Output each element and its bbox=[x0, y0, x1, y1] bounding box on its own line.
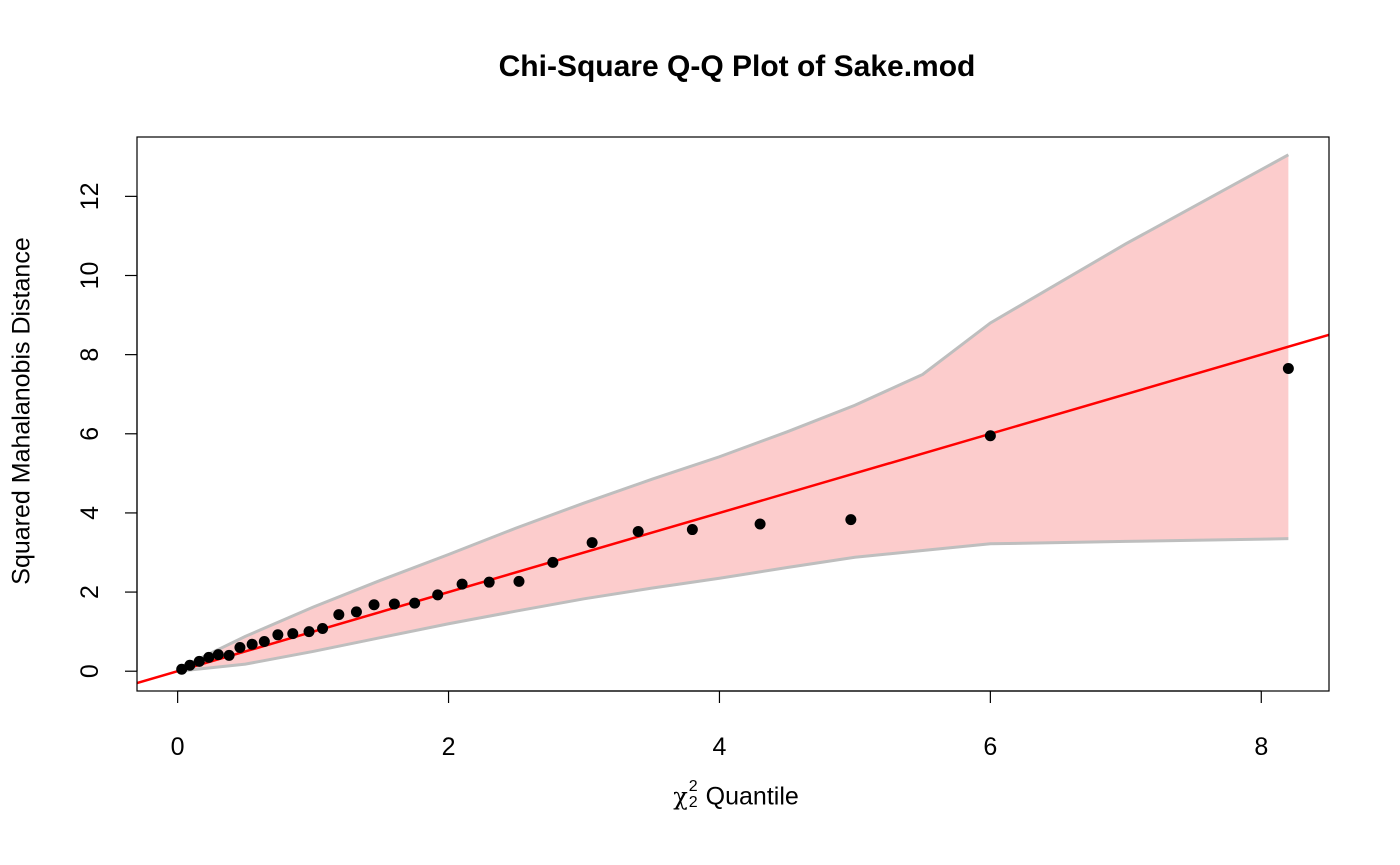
y-tick-label: 10 bbox=[76, 262, 104, 290]
x-tick-label: 0 bbox=[171, 733, 185, 761]
data-point bbox=[317, 622, 329, 634]
x-axis: 0 2 4 6 8 bbox=[171, 690, 1268, 761]
data-point bbox=[754, 518, 766, 530]
data-point bbox=[513, 575, 525, 587]
x-tick-label: 8 bbox=[1254, 733, 1268, 761]
data-point bbox=[223, 649, 235, 661]
data-point bbox=[303, 626, 315, 638]
data-point bbox=[845, 514, 857, 526]
data-point bbox=[350, 606, 362, 618]
confidence-band-lower bbox=[177, 537, 1289, 673]
data-point bbox=[193, 655, 205, 667]
data-point bbox=[258, 636, 270, 648]
data-point bbox=[234, 641, 246, 653]
reference-line bbox=[137, 333, 1329, 685]
confidence-band bbox=[176, 153, 1290, 673]
y-tick-label: 12 bbox=[76, 182, 104, 210]
x-axis-label: χ 2 2 Quantile bbox=[673, 778, 799, 814]
y-tick-label: 2 bbox=[76, 585, 104, 599]
y-tick-label: 4 bbox=[76, 506, 104, 520]
data-point bbox=[203, 651, 215, 663]
data-point bbox=[984, 430, 996, 442]
data-point bbox=[176, 663, 188, 675]
y-tick-label: 0 bbox=[76, 664, 104, 678]
x-label-subscript: 2 bbox=[688, 794, 698, 811]
chi-symbol: χ bbox=[673, 782, 688, 811]
y-axis-label: Squared Mahalanobis Distance bbox=[7, 237, 36, 585]
data-point bbox=[368, 599, 380, 611]
data-point bbox=[212, 649, 224, 661]
x-label-superscript: 2 bbox=[688, 778, 698, 795]
x-tick-label: 6 bbox=[983, 733, 997, 761]
data-point bbox=[1282, 362, 1294, 374]
data-point bbox=[547, 556, 559, 568]
data-point bbox=[586, 537, 598, 549]
data-point bbox=[388, 598, 400, 610]
data-point bbox=[287, 628, 299, 640]
data-point bbox=[432, 589, 444, 601]
data-point bbox=[333, 609, 345, 621]
data-point bbox=[409, 597, 421, 609]
reference-line-layer bbox=[137, 333, 1329, 685]
data-point bbox=[483, 576, 495, 588]
y-tick-label: 6 bbox=[76, 427, 104, 441]
data-point bbox=[456, 578, 468, 590]
data-points bbox=[176, 362, 1294, 675]
confidence-band-upper bbox=[176, 153, 1290, 671]
data-point bbox=[632, 526, 644, 538]
data-point bbox=[686, 524, 698, 536]
data-point bbox=[272, 629, 284, 641]
chart-title: Chi-Square Q-Q Plot of Sake.mod bbox=[498, 50, 976, 83]
data-point bbox=[246, 638, 258, 650]
y-axis: 0 2 4 6 8 10 12 bbox=[76, 182, 138, 678]
x-tick-label: 4 bbox=[713, 733, 727, 761]
x-label-text: Quantile bbox=[705, 782, 799, 811]
x-tick-label: 2 bbox=[442, 733, 456, 761]
data-point bbox=[184, 659, 196, 671]
y-tick-label: 8 bbox=[76, 348, 104, 362]
